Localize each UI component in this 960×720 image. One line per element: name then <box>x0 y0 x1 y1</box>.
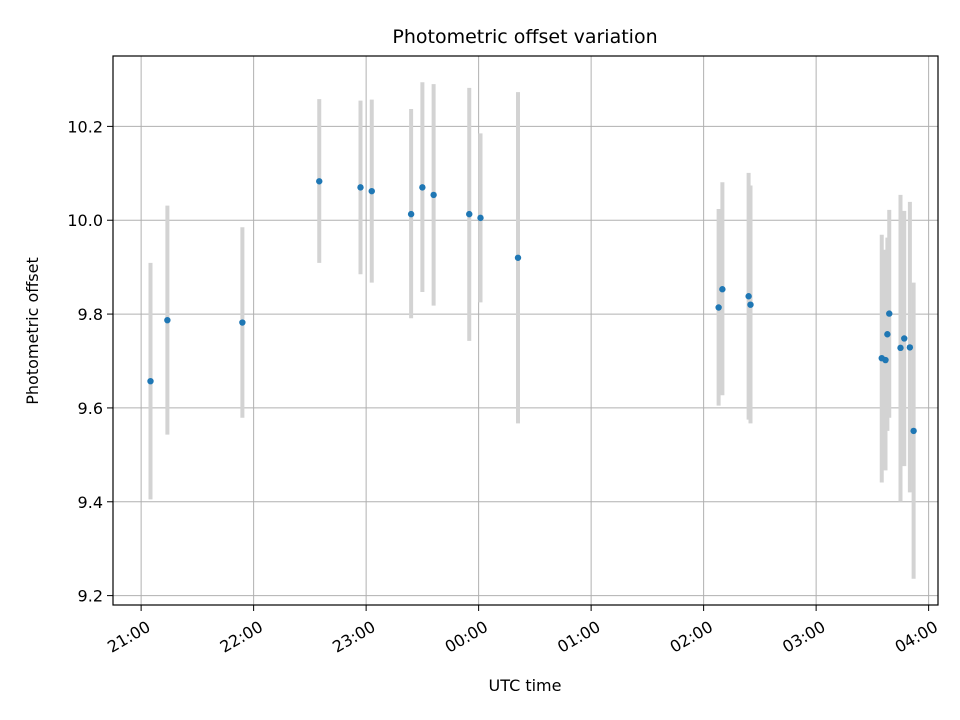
chart-title: Photometric offset variation <box>392 26 657 48</box>
x-axis-ticks: 21:00 22:00 23:00 00:00 01:00 02:00 03:00 04:00 <box>104 605 941 657</box>
y-tick-label: 9.2 <box>78 587 103 606</box>
x-tick-label: 22:00 <box>217 617 266 657</box>
x-tick-label: 03:00 <box>779 617 828 657</box>
data-point <box>514 254 522 261</box>
y-tick-label: 9.8 <box>78 305 103 324</box>
x-tick-label: 23:00 <box>329 617 378 657</box>
data-point <box>745 293 752 300</box>
data-point <box>357 184 364 191</box>
data-point <box>419 184 426 191</box>
plot-frame <box>112 55 939 606</box>
y-tick-label: 10.2 <box>67 117 103 136</box>
x-tick-label: 02:00 <box>667 617 716 657</box>
data-point <box>910 427 917 435</box>
data-point <box>882 356 889 364</box>
x-tick-label: 21:00 <box>104 617 153 657</box>
data-point <box>884 331 891 338</box>
data-point <box>897 344 904 352</box>
y-tick-label: 10.0 <box>67 211 103 230</box>
data-point <box>407 210 415 218</box>
data-point <box>886 310 893 317</box>
data-point <box>477 214 484 222</box>
x-tick-label: 01:00 <box>554 617 603 657</box>
data-point <box>164 316 171 324</box>
data-points <box>147 178 917 435</box>
data-point <box>430 191 437 199</box>
x-tick-label: 04:00 <box>892 617 941 657</box>
y-axis-label: Photometric offset <box>23 257 42 405</box>
data-point <box>368 187 375 195</box>
data-point <box>901 335 908 342</box>
data-point <box>719 286 726 293</box>
grid-lines <box>113 56 938 605</box>
x-tick-label: 00:00 <box>442 617 491 657</box>
data-point <box>239 319 246 326</box>
data-point <box>906 344 914 351</box>
x-axis-label: UTC time <box>489 676 562 695</box>
data-point <box>316 178 323 185</box>
data-point <box>747 301 754 308</box>
data-point <box>715 304 722 311</box>
y-tick-label: 9.6 <box>78 399 103 418</box>
y-tick-label: 9.4 <box>78 493 103 512</box>
y-axis-ticks: 9.2 9.4 9.6 9.8 10.0 10.2 <box>67 117 113 606</box>
data-point <box>147 377 154 385</box>
error-bars <box>148 82 916 579</box>
data-point <box>466 210 473 218</box>
